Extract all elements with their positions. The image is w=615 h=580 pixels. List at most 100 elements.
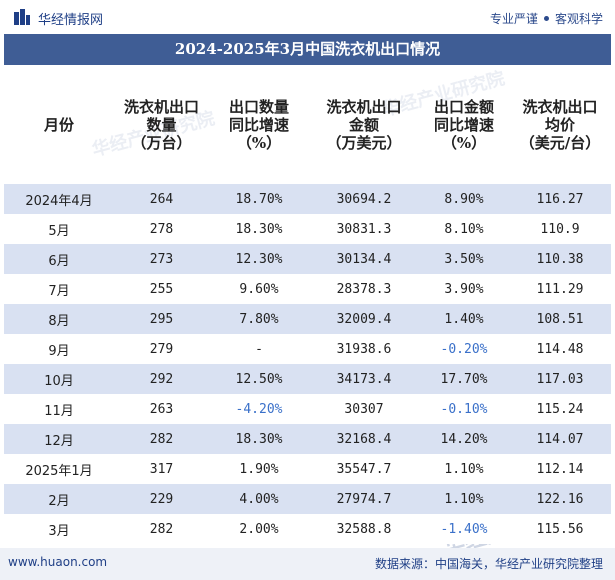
amount-yoy-cell: -0.10%	[419, 394, 509, 424]
amount-yoy-cell: 14.20%	[419, 424, 509, 454]
column-header-line: 数量	[146, 116, 177, 134]
price-cell: 108.51	[509, 304, 611, 334]
quantity-yoy-cell: 4.00%	[209, 484, 309, 514]
column-header-line: （万美元）	[326, 134, 402, 152]
quantity-yoy-cell: -	[209, 334, 309, 364]
month-cell: 7月	[4, 274, 114, 304]
price-cell: 110.38	[509, 244, 611, 274]
table-row: 5月 278 18.30% 30831.3 8.10% 110.9	[4, 214, 611, 244]
quantity-yoy-cell: 12.50%	[209, 364, 309, 394]
amount-yoy-cell: 17.70%	[419, 364, 509, 394]
table-body: 2024年4月 264 18.70% 30694.2 8.90% 116.27 5月 278 1…	[4, 184, 611, 544]
quantity-yoy-cell: 7.80%	[209, 304, 309, 334]
amount-cell: 27974.7	[309, 484, 419, 514]
column-header-line: （美元/台）	[519, 134, 601, 152]
amount-yoy-cell: 3.50%	[419, 244, 509, 274]
slogan: 专业严谨 客观科学	[490, 10, 603, 27]
amount-cell: 30831.3	[309, 214, 419, 244]
column-header-line: 金额	[348, 116, 379, 134]
table-row: 2024年4月 264 18.70% 30694.2 8.90% 116.27	[4, 184, 611, 214]
column-header-line: 洗衣机出口	[522, 98, 598, 116]
table-row: 3月 282 2.00% 32588.8 -1.40% 115.56	[4, 514, 611, 544]
logo-icon	[14, 9, 30, 25]
quantity-yoy-cell: 2.00%	[209, 514, 309, 544]
quantity-cell: 264	[114, 184, 209, 214]
quantity-yoy-cell: -4.20%	[209, 394, 309, 424]
amount-cell: 35547.7	[309, 454, 419, 484]
column-header: 出口数量 同比增速 （%）	[209, 66, 309, 184]
price-cell: 112.14	[509, 454, 611, 484]
column-header-line: （%）	[441, 134, 487, 152]
column-header-line: 出口数量	[228, 98, 289, 116]
column-header-line: 同比增速	[228, 116, 289, 134]
month-cell: 11月	[4, 394, 114, 424]
table-row: 10月 292 12.50% 34173.4 17.70% 117.03	[4, 364, 611, 394]
column-header: 洗衣机出口 均价 （美元/台）	[509, 66, 611, 184]
table-row: 2月 229 4.00% 27974.7 1.10% 122.16	[4, 484, 611, 514]
quantity-cell: 317	[114, 454, 209, 484]
price-cell: 117.03	[509, 364, 611, 394]
amount-cell: 30694.2	[309, 184, 419, 214]
column-header: 月份	[4, 66, 114, 184]
column-header-line: （万台）	[131, 134, 192, 152]
column-header: 洗衣机出口 数量 （万台）	[114, 66, 209, 184]
price-cell: 122.16	[509, 484, 611, 514]
amount-cell: 32009.4	[309, 304, 419, 334]
slogan-left: 专业严谨	[489, 12, 538, 26]
quantity-cell: 279	[114, 334, 209, 364]
month-cell: 10月	[4, 364, 114, 394]
column-header-line: 出口金额	[433, 98, 494, 116]
table-header-row: 月份 洗衣机出口 数量 （万台） 出口数量 同比增速 （%） 洗衣机出口 金额 （万美元） 出口金额…	[4, 66, 611, 184]
amount-cell: 28378.3	[309, 274, 419, 304]
quantity-cell: 273	[114, 244, 209, 274]
column-header-line: （%）	[236, 134, 282, 152]
quantity-cell: 255	[114, 274, 209, 304]
price-cell: 114.48	[509, 334, 611, 364]
price-cell: 111.29	[509, 274, 611, 304]
price-cell: 115.56	[509, 514, 611, 544]
slogan-dot-icon	[543, 16, 549, 21]
column-header: 出口金额 同比增速 （%）	[419, 66, 509, 184]
footer-site-link[interactable]: www.huaon.com	[8, 555, 108, 569]
month-cell: 8月	[4, 304, 114, 334]
month-cell: 12月	[4, 424, 114, 454]
quantity-yoy-cell: 18.70%	[209, 184, 309, 214]
price-cell: 115.24	[509, 394, 611, 424]
quantity-cell: 282	[114, 424, 209, 454]
quantity-cell: 295	[114, 304, 209, 334]
column-header-line: 洗衣机出口	[326, 98, 402, 116]
month-cell: 6月	[4, 244, 114, 274]
amount-cell: 34173.4	[309, 364, 419, 394]
table-row: 7月 255 9.60% 28378.3 3.90% 111.29	[4, 274, 611, 304]
export-table: 月份 洗衣机出口 数量 （万台） 出口数量 同比增速 （%） 洗衣机出口 金额 （万美元） 出口金额…	[4, 66, 611, 544]
month-cell: 2024年4月	[4, 184, 114, 214]
quantity-yoy-cell: 9.60%	[209, 274, 309, 304]
table-row: 8月 295 7.80% 32009.4 1.40% 108.51	[4, 304, 611, 334]
amount-yoy-cell: 8.10%	[419, 214, 509, 244]
amount-cell: 32588.8	[309, 514, 419, 544]
amount-cell: 32168.4	[309, 424, 419, 454]
amount-yoy-cell: -1.40%	[419, 514, 509, 544]
amount-yoy-cell: 1.10%	[419, 454, 509, 484]
amount-cell: 31938.6	[309, 334, 419, 364]
month-cell: 5月	[4, 214, 114, 244]
month-cell: 2025年1月	[4, 454, 114, 484]
footer: www.huaon.com 数据来源：中国海关，华经产业研究院整理	[0, 548, 615, 580]
amount-yoy-cell: 1.40%	[419, 304, 509, 334]
quantity-yoy-cell: 18.30%	[209, 424, 309, 454]
table-row: 9月 279-31938.6 -0.20% 114.48	[4, 334, 611, 364]
brand-name[interactable]: 华经情报网	[38, 13, 104, 28]
column-header-line: 月份	[43, 116, 74, 134]
table-row: 12月 282 18.30% 32168.4 14.20% 114.07	[4, 424, 611, 454]
table-row: 11月 263 -4.20% 30307 -0.10% 115.24	[4, 394, 611, 424]
footer-source: 数据来源：中国海关，华经产业研究院整理	[374, 557, 603, 571]
amount-yoy-cell: 1.10%	[419, 484, 509, 514]
column-header-line: 同比增速	[433, 116, 494, 134]
quantity-cell: 278	[114, 214, 209, 244]
column-header-line: 均价	[544, 116, 575, 134]
quantity-cell: 263	[114, 394, 209, 424]
price-cell: 114.07	[509, 424, 611, 454]
amount-yoy-cell: 8.90%	[419, 184, 509, 214]
column-header-line: 洗衣机出口	[123, 98, 199, 116]
amount-yoy-cell: 3.90%	[419, 274, 509, 304]
